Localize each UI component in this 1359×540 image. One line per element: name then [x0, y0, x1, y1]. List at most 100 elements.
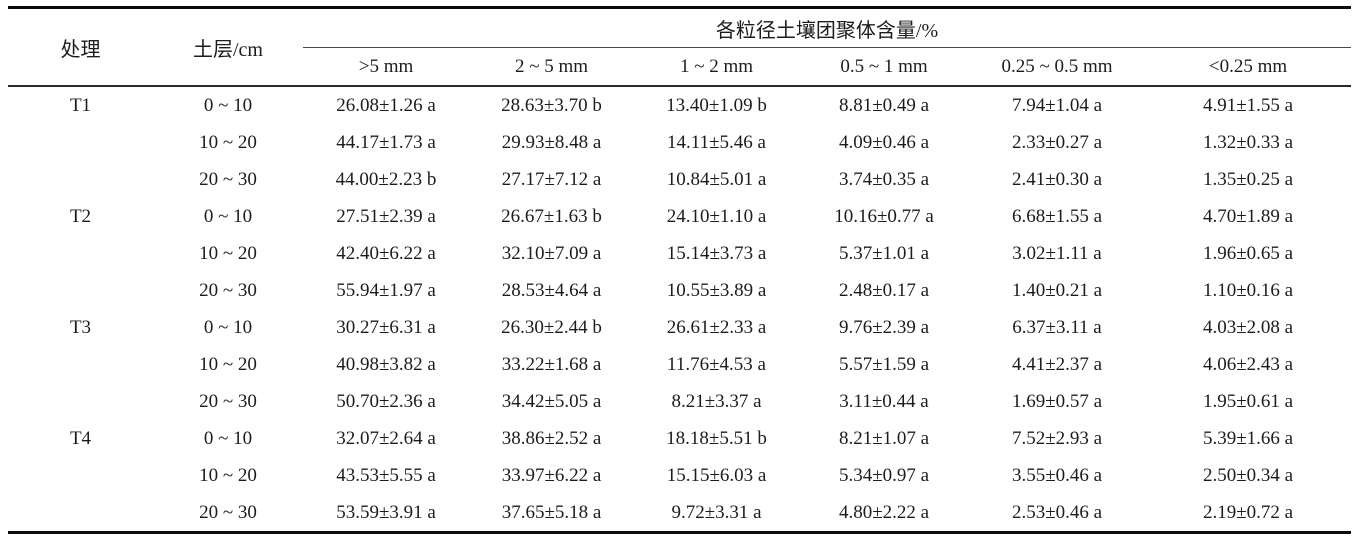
- value-cell: 4.06±2.43 a: [1202, 353, 1294, 375]
- value-cell: 3.11±0.44 a: [839, 390, 929, 412]
- value-cell: 28.63±3.70 b: [501, 94, 602, 116]
- soil-layer-cell: 0 ~ 10: [203, 316, 253, 338]
- value-cell: 4.91±1.55 a: [1202, 94, 1294, 116]
- table-row: 20 ~ 30 53.59±3.91 a 37.65±5.18 a 9.72±3…: [8, 494, 1351, 533]
- table-row: T4 0 ~ 10 32.07±2.64 a 38.86±2.52 a 18.1…: [8, 420, 1351, 457]
- value-cell: 37.65±5.18 a: [501, 501, 602, 523]
- table-row: 20 ~ 30 50.70±2.36 a 34.42±5.05 a 8.21±3…: [8, 383, 1351, 420]
- value-cell: 2.50±0.34 a: [1202, 464, 1294, 486]
- value-cell: 2.19±0.72 a: [1202, 501, 1294, 523]
- treatment-cell: [8, 161, 153, 198]
- value-cell: 44.17±1.73 a: [336, 131, 436, 153]
- value-cell: 43.53±5.55 a: [336, 464, 436, 486]
- treatment-cell: T3: [69, 316, 92, 338]
- value-cell: 15.14±3.73 a: [666, 242, 767, 264]
- table-row: T1 0 ~ 10 26.08±1.26 a 28.63±3.70 b 13.4…: [8, 86, 1351, 124]
- value-cell: 40.98±3.82 a: [336, 353, 436, 375]
- header-row-sub: >5 mm 2 ~ 5 mm 1 ~ 2 mm 0.5 ~ 1 mm 0.25 …: [8, 47, 1352, 87]
- value-cell: 2.41±0.30 a: [1011, 168, 1103, 190]
- value-cell: 1.10±0.16 a: [1202, 279, 1294, 301]
- value-cell: 15.15±6.03 a: [666, 464, 767, 486]
- value-cell: 32.10±7.09 a: [501, 242, 602, 264]
- value-cell: 55.94±1.97 a: [336, 279, 436, 301]
- value-cell: 9.72±3.31 a: [671, 501, 762, 523]
- value-cell: 4.03±2.08 a: [1202, 316, 1294, 338]
- value-cell: 4.70±1.89 a: [1202, 205, 1294, 227]
- table-row: 10 ~ 20 40.98±3.82 a 33.22±1.68 a 11.76±…: [8, 346, 1351, 383]
- value-cell: 50.70±2.36 a: [336, 390, 436, 412]
- value-cell: 4.41±2.37 a: [1011, 353, 1103, 375]
- value-cell: 1.40±0.21 a: [1011, 279, 1103, 301]
- value-cell: 26.61±2.33 a: [666, 316, 767, 338]
- treatment-cell: T2: [69, 205, 92, 227]
- value-cell: 34.42±5.05 a: [501, 390, 602, 412]
- value-cell: 18.18±5.51 b: [666, 427, 767, 449]
- table-row: 20 ~ 30 55.94±1.97 a 28.53±4.64 a 10.55±…: [8, 272, 1351, 309]
- soil-layer-cell: 20 ~ 30: [199, 390, 257, 412]
- value-cell: 8.81±0.49 a: [838, 94, 930, 116]
- value-cell: 8.21±1.07 a: [838, 427, 930, 449]
- value-cell: 10.55±3.89 a: [666, 279, 767, 301]
- value-cell: 5.57±1.59 a: [838, 353, 930, 375]
- header-size-05-1: 0.5 ~ 1 mm: [799, 47, 969, 87]
- soil-layer-cell: 20 ~ 30: [199, 168, 257, 190]
- soil-layer-cell: 0 ~ 10: [203, 205, 253, 227]
- header-soil-layer: 土层/cm: [153, 7, 303, 87]
- soil-aggregate-table: 处理 土层/cm 各粒径土壤团聚体含量/% >5 mm 2 ~ 5 mm 1 ~…: [8, 6, 1352, 534]
- table-row: 20 ~ 30 44.00±2.23 b 27.17±7.12 a 10.84±…: [8, 161, 1351, 198]
- value-cell: 1.96±0.65 a: [1202, 242, 1294, 264]
- value-cell: 33.22±1.68 a: [501, 353, 602, 375]
- value-cell: 42.40±6.22 a: [336, 242, 436, 264]
- value-cell: 5.34±0.97 a: [838, 464, 930, 486]
- table-row: 10 ~ 20 43.53±5.55 a 33.97±6.22 a 15.15±…: [8, 457, 1351, 494]
- value-cell: 27.51±2.39 a: [336, 205, 436, 227]
- value-cell: 29.93±8.48 a: [501, 131, 602, 153]
- value-cell: 5.37±1.01 a: [838, 242, 930, 264]
- table-row: T2 0 ~ 10 27.51±2.39 a 26.67±1.63 b 24.1…: [8, 198, 1351, 235]
- value-cell: 7.52±2.93 a: [1011, 427, 1103, 449]
- value-cell: 6.68±1.55 a: [1011, 205, 1103, 227]
- value-cell: 32.07±2.64 a: [336, 427, 436, 449]
- soil-layer-cell: 20 ~ 30: [199, 279, 257, 301]
- value-cell: 10.84±5.01 a: [666, 168, 767, 190]
- table-header: 处理 土层/cm 各粒径土壤团聚体含量/% >5 mm 2 ~ 5 mm 1 ~…: [8, 7, 1352, 87]
- value-cell: 44.00±2.23 b: [335, 168, 437, 190]
- soil-layer-cell: 20 ~ 30: [199, 501, 257, 523]
- table-row: 10 ~ 20 44.17±1.73 a 29.93±8.48 a 14.11±…: [8, 124, 1351, 161]
- value-cell: 13.40±1.09 b: [666, 94, 767, 116]
- soil-layer-cell: 0 ~ 10: [203, 94, 253, 116]
- value-cell: 3.02±1.11 a: [1012, 242, 1102, 264]
- value-cell: 53.59±3.91 a: [336, 501, 436, 523]
- value-cell: 2.33±0.27 a: [1011, 131, 1103, 153]
- value-cell: 1.95±0.61 a: [1202, 390, 1294, 412]
- header-treatment: 处理: [8, 7, 153, 87]
- treatment-cell: [8, 235, 153, 272]
- value-cell: 26.30±2.44 b: [501, 316, 602, 338]
- treatment-cell: [8, 124, 153, 161]
- value-cell: 11.76±4.53 a: [667, 353, 766, 375]
- value-cell: 5.39±1.66 a: [1202, 427, 1294, 449]
- header-row-top: 处理 土层/cm 各粒径土壤团聚体含量/%: [8, 7, 1352, 87]
- value-cell: 4.80±2.22 a: [838, 501, 930, 523]
- treatment-cell: T1: [69, 94, 92, 116]
- value-cell: 27.17±7.12 a: [501, 168, 602, 190]
- value-cell: 14.11±5.46 a: [667, 131, 766, 153]
- treatment-cell: [8, 272, 153, 309]
- header-size-lt025: <0.25 mm: [1145, 47, 1352, 87]
- treatment-cell: [8, 494, 153, 533]
- soil-layer-cell: 10 ~ 20: [199, 464, 257, 486]
- treatment-cell: T4: [69, 427, 92, 449]
- value-cell: 3.74±0.35 a: [838, 168, 930, 190]
- value-cell: 33.97±6.22 a: [501, 464, 602, 486]
- value-cell: 2.53±0.46 a: [1011, 501, 1103, 523]
- value-cell: 8.21±3.37 a: [671, 390, 762, 412]
- value-cell: 26.08±1.26 a: [336, 94, 436, 116]
- value-cell: 1.69±0.57 a: [1011, 390, 1103, 412]
- soil-layer-cell: 0 ~ 10: [203, 427, 253, 449]
- value-cell: 2.48±0.17 a: [838, 279, 930, 301]
- header-size-025-05: 0.25 ~ 0.5 mm: [969, 47, 1145, 87]
- value-cell: 24.10±1.10 a: [666, 205, 767, 227]
- treatment-cell: [8, 346, 153, 383]
- header-size-gt5: >5 mm: [303, 47, 469, 87]
